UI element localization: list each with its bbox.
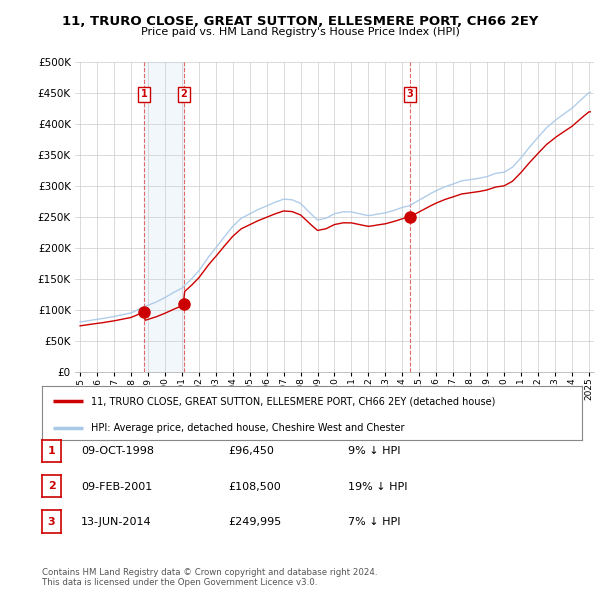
Text: HPI: Average price, detached house, Cheshire West and Chester: HPI: Average price, detached house, Ches…: [91, 423, 404, 433]
Text: 2: 2: [48, 481, 55, 491]
Text: 2: 2: [181, 90, 187, 100]
Text: Contains HM Land Registry data © Crown copyright and database right 2024.
This d: Contains HM Land Registry data © Crown c…: [42, 568, 377, 587]
Text: Price paid vs. HM Land Registry's House Price Index (HPI): Price paid vs. HM Land Registry's House …: [140, 27, 460, 37]
Text: 09-OCT-1998: 09-OCT-1998: [81, 447, 154, 456]
Text: 3: 3: [48, 517, 55, 526]
Text: £249,995: £249,995: [228, 517, 281, 527]
Text: £108,500: £108,500: [228, 482, 281, 491]
Text: £96,450: £96,450: [228, 447, 274, 456]
Bar: [144, 62, 184, 372]
Text: 1: 1: [48, 446, 55, 455]
Text: 11, TRURO CLOSE, GREAT SUTTON, ELLESMERE PORT, CH66 2EY (detached house): 11, TRURO CLOSE, GREAT SUTTON, ELLESMERE…: [91, 396, 495, 407]
Text: 13-JUN-2014: 13-JUN-2014: [81, 517, 152, 527]
Text: 11, TRURO CLOSE, GREAT SUTTON, ELLESMERE PORT, CH66 2EY: 11, TRURO CLOSE, GREAT SUTTON, ELLESMERE…: [62, 15, 538, 28]
Text: 1: 1: [140, 90, 148, 100]
Text: 9% ↓ HPI: 9% ↓ HPI: [348, 447, 401, 456]
Text: 09-FEB-2001: 09-FEB-2001: [81, 482, 152, 491]
Text: 19% ↓ HPI: 19% ↓ HPI: [348, 482, 407, 491]
Text: 7% ↓ HPI: 7% ↓ HPI: [348, 517, 401, 527]
Text: 3: 3: [407, 90, 413, 100]
